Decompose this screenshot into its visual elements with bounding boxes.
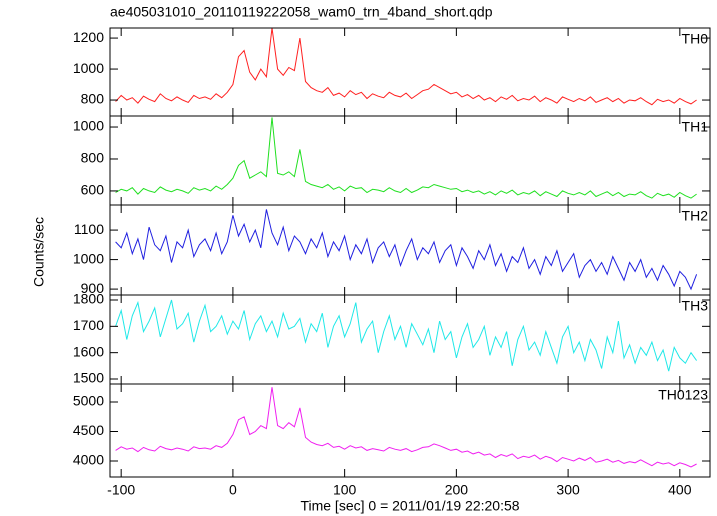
panel-frame <box>109 383 711 478</box>
data-line <box>115 387 697 468</box>
y-tick-label: 1700 <box>73 317 104 333</box>
data-line <box>115 28 697 106</box>
data-line <box>115 299 698 372</box>
y-tick-label: 1100 <box>74 221 104 237</box>
y-tick-label: 1600 <box>73 343 104 359</box>
data-line <box>115 117 697 199</box>
x-tick-label: 200 <box>445 482 469 498</box>
y-tick-label: 4000 <box>73 452 104 468</box>
y-tick-label: 600 <box>81 182 105 198</box>
y-tick-label: 5000 <box>73 393 104 409</box>
y-tick-label: 900 <box>81 280 105 296</box>
panel-frame <box>109 294 711 385</box>
panel-frame <box>109 204 711 296</box>
x-tick-label: -100 <box>107 482 135 498</box>
y-tick-label: 1000 <box>73 118 104 134</box>
y-tick-label: 800 <box>81 150 105 166</box>
series-label: TH2 <box>682 208 709 224</box>
series-label: TH0 <box>682 31 709 47</box>
panel-frame <box>109 27 711 117</box>
data-line <box>115 209 698 291</box>
y-tick-label: 800 <box>81 91 105 107</box>
x-tick-label: 100 <box>333 482 357 498</box>
y-tick-label: 1000 <box>73 250 104 266</box>
x-tick-label: 300 <box>556 482 580 498</box>
series-label: TH1 <box>682 119 709 135</box>
y-tick-label: 1000 <box>73 60 104 76</box>
x-tick-label: 400 <box>668 482 692 498</box>
y-tick-label: 1200 <box>73 29 104 45</box>
series-label: TH3 <box>682 298 709 314</box>
y-tick-label: 1800 <box>73 291 104 307</box>
series-label: TH0123 <box>658 387 708 403</box>
y-axis-label: Counts/sec <box>31 217 47 287</box>
y-tick-label: 4500 <box>73 422 104 438</box>
x-axis-label: Time [sec] 0 = 2011/01/19 22:20:58 <box>300 498 519 514</box>
chart-title: ae405031010_20110119222058_wam0_trn_4ban… <box>110 4 493 20</box>
x-tick-label: 0 <box>229 482 237 498</box>
y-tick-label: 1500 <box>73 370 104 386</box>
